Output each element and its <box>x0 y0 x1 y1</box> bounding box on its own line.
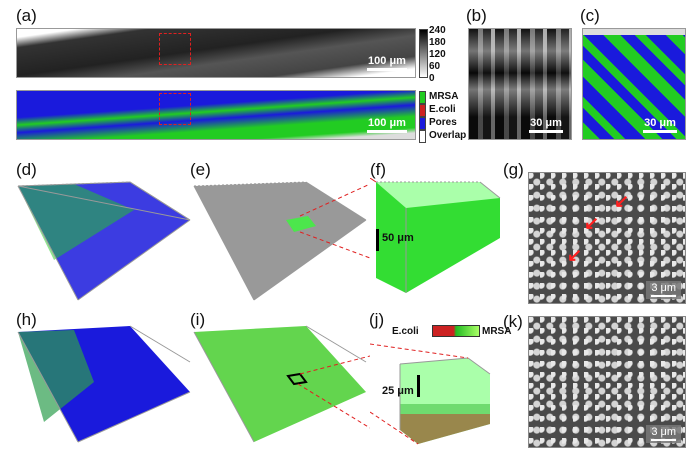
panel-label-h: (h) <box>16 310 37 329</box>
colorbar-tick: 120 <box>429 49 446 60</box>
legend-label-mrsa: MRSA <box>429 91 459 102</box>
panel-e-3d-render <box>193 181 370 301</box>
panel-label-f: (f) <box>370 160 387 179</box>
scale-bar-c: 30 μm <box>643 117 677 133</box>
colorbar-tick: 240 <box>429 25 446 36</box>
ecoli-mrsa-colorbar <box>432 325 480 337</box>
colorbar-tick: 60 <box>429 61 441 72</box>
roi-cube <box>286 216 316 232</box>
panel-d-3d-render <box>17 181 191 301</box>
scale-bar-a-top: 100 μm <box>367 55 407 71</box>
scale-bar-label: 3 μm <box>651 426 676 438</box>
roi-box <box>159 33 191 65</box>
panel-a-segmented-image: 100 μm <box>16 90 416 140</box>
scale-bar-a-bottom: 100 μm <box>367 117 407 133</box>
panel-h-3d-render <box>17 325 191 443</box>
panel-label-e: (e) <box>190 160 211 179</box>
arrow-icon: ↙ <box>567 245 583 265</box>
arrow-icon: ↙ <box>614 191 630 211</box>
arrow-icon: ↙ <box>584 213 600 233</box>
axis-indicator-f <box>376 229 379 251</box>
scale-bar-label: 100 μm <box>368 117 406 129</box>
scale-bar-label: 30 μm <box>530 117 562 129</box>
scale-label-j: 25 μm <box>382 385 414 397</box>
panel-label-j: (j) <box>369 310 385 329</box>
panel-i-3d-render <box>193 325 370 443</box>
panel-j-3d-render <box>370 343 491 445</box>
panel-a-grayscale-image: 100 μm <box>16 28 416 78</box>
colorbar-tick: 180 <box>429 37 446 48</box>
panel-label-a: (a) <box>16 6 37 25</box>
panel-b-image: 30 μm <box>468 28 572 140</box>
grayscale-colorbar <box>419 29 428 78</box>
panel-label-g: (g) <box>503 160 524 179</box>
legend-swatch-mrsa <box>419 91 426 104</box>
legend-label-ecoli: E.coli <box>429 104 456 115</box>
scale-bar-k: 3 μm <box>646 425 681 443</box>
axis-indicator-j <box>417 375 420 397</box>
panel-f-3d-render <box>370 178 501 293</box>
legend-label-overlap: Overlap <box>429 130 467 141</box>
panel-label-c: (c) <box>580 6 600 25</box>
panel-g-sem-image: ↙ ↙ ↙ 3 μm <box>528 172 686 304</box>
scale-bar-b: 30 μm <box>529 117 563 133</box>
colorbar-label-ecoli: E.coli <box>392 326 419 337</box>
scale-bar-label: 3 μm <box>651 282 676 294</box>
colorbar-label-mrsa: MRSA <box>482 326 512 337</box>
scale-bar-label: 30 μm <box>644 117 676 129</box>
colorbar-tick: 0 <box>429 73 435 84</box>
roi-box <box>286 372 308 386</box>
legend-label-pores: Pores <box>429 117 457 128</box>
legend-swatch-pores <box>419 117 426 130</box>
legend-swatch-ecoli <box>419 104 426 117</box>
panel-c-image: 30 μm <box>582 28 686 140</box>
scale-bar-label: 100 μm <box>368 55 406 67</box>
roi-box <box>159 93 191 125</box>
scale-label-f: 50 μm <box>382 232 414 244</box>
panel-k-sem-image: 3 μm <box>528 316 686 448</box>
panel-label-k: (k) <box>503 312 523 331</box>
panel-label-d: (d) <box>16 160 37 179</box>
panel-label-i: (i) <box>190 310 206 329</box>
panel-label-b: (b) <box>466 6 487 25</box>
legend-swatch-overlap <box>419 130 426 143</box>
scale-bar-g: 3 μm <box>646 281 681 299</box>
